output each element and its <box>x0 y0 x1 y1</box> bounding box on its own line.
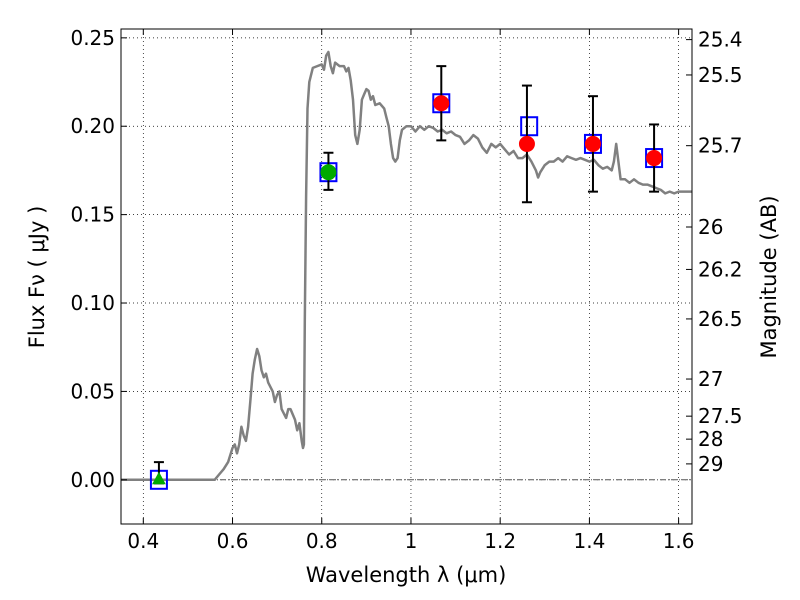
y-tick-label: 0.20 <box>70 114 115 138</box>
x-tick-label: 0.4 <box>127 529 159 553</box>
observed-flux-point <box>584 135 601 152</box>
x-tick-label: 1.4 <box>573 529 605 553</box>
y-tick-label: 0.05 <box>70 379 115 403</box>
spectrum-line <box>121 50 692 482</box>
magnitude-tick-label: 29 <box>698 452 723 476</box>
magnitude-tick-label: 26.5 <box>698 307 743 331</box>
y-tick-label: 0.00 <box>70 468 115 492</box>
magnitude-tick-label: 27.5 <box>698 404 743 428</box>
magnitude-tick-label: 25.5 <box>698 63 743 87</box>
x-axis-label: Wavelength λ (μm) <box>306 563 507 587</box>
optical-flux-point <box>320 164 337 181</box>
magnitude-tick-label: 27 <box>698 367 723 391</box>
magnitude-tick-label: 26 <box>698 215 723 239</box>
model-flux-square <box>520 116 539 137</box>
y-axis-label: Flux Fν ( μJy ) <box>25 206 49 349</box>
observed-flux-point <box>646 150 663 167</box>
magnitude-tick-label: 25.7 <box>698 134 743 158</box>
upper-limit-triangle <box>152 471 166 485</box>
x-tick-label: 0.8 <box>306 529 338 553</box>
y-tick-label: 0.25 <box>70 26 115 50</box>
axis-ticks: 0.4 0.6 0.8 1 1.2 1.4 1.6 0.00 0.05 0.10 0.15 0.20 0… <box>70 26 742 553</box>
x-tick-label: 1 <box>405 529 418 553</box>
x-tick-label: 1.2 <box>484 529 516 553</box>
magnitude-tick-label: 28 <box>698 427 723 451</box>
y-tick-label: 0.10 <box>70 291 115 315</box>
x-tick-label: 1.6 <box>663 529 695 553</box>
y-tick-label: 0.15 <box>70 203 115 227</box>
plot-area <box>121 50 692 490</box>
observed-flux-point <box>433 95 450 112</box>
grid-lines <box>121 29 692 524</box>
magnitude-tick-label: 26.2 <box>698 257 743 281</box>
plot-frame <box>120 28 693 525</box>
magnitude-axis-label: Magnitude (AB) <box>757 195 781 358</box>
magnitude-tick-label: 25.4 <box>698 28 743 52</box>
x-tick-label: 0.6 <box>217 529 249 553</box>
observed-flux-point <box>518 135 535 152</box>
